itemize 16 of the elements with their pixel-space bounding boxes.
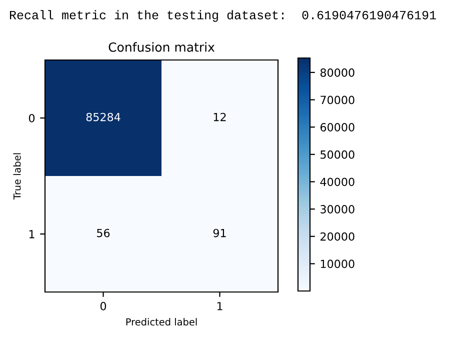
color-bar-label: 80000 [320, 68, 354, 77]
color-bar-label: 70000 [320, 96, 354, 104]
color-bar-label: 40000 [320, 178, 354, 186]
color-bar-label: 20000 [320, 232, 354, 241]
x-axis-title: Predicted label [126, 318, 197, 326]
data-label: 12 [214, 112, 226, 122]
color-bar-label: 10000 [320, 260, 354, 268]
data-label: 85284 [86, 112, 120, 122]
chart-title: Confusion matrix [108, 42, 215, 52]
y-axis-title: True label [13, 153, 21, 200]
data-label: 91 [213, 228, 226, 238]
text: Recall metric in the testing dataset: 0.6190476190476191 [10, 10, 436, 22]
data-label: 56 [97, 228, 110, 238]
color-bar-label: 30000 [320, 205, 354, 214]
color-bar-label: 60000 [320, 123, 354, 132]
color-bar-label: 50000 [320, 150, 354, 159]
